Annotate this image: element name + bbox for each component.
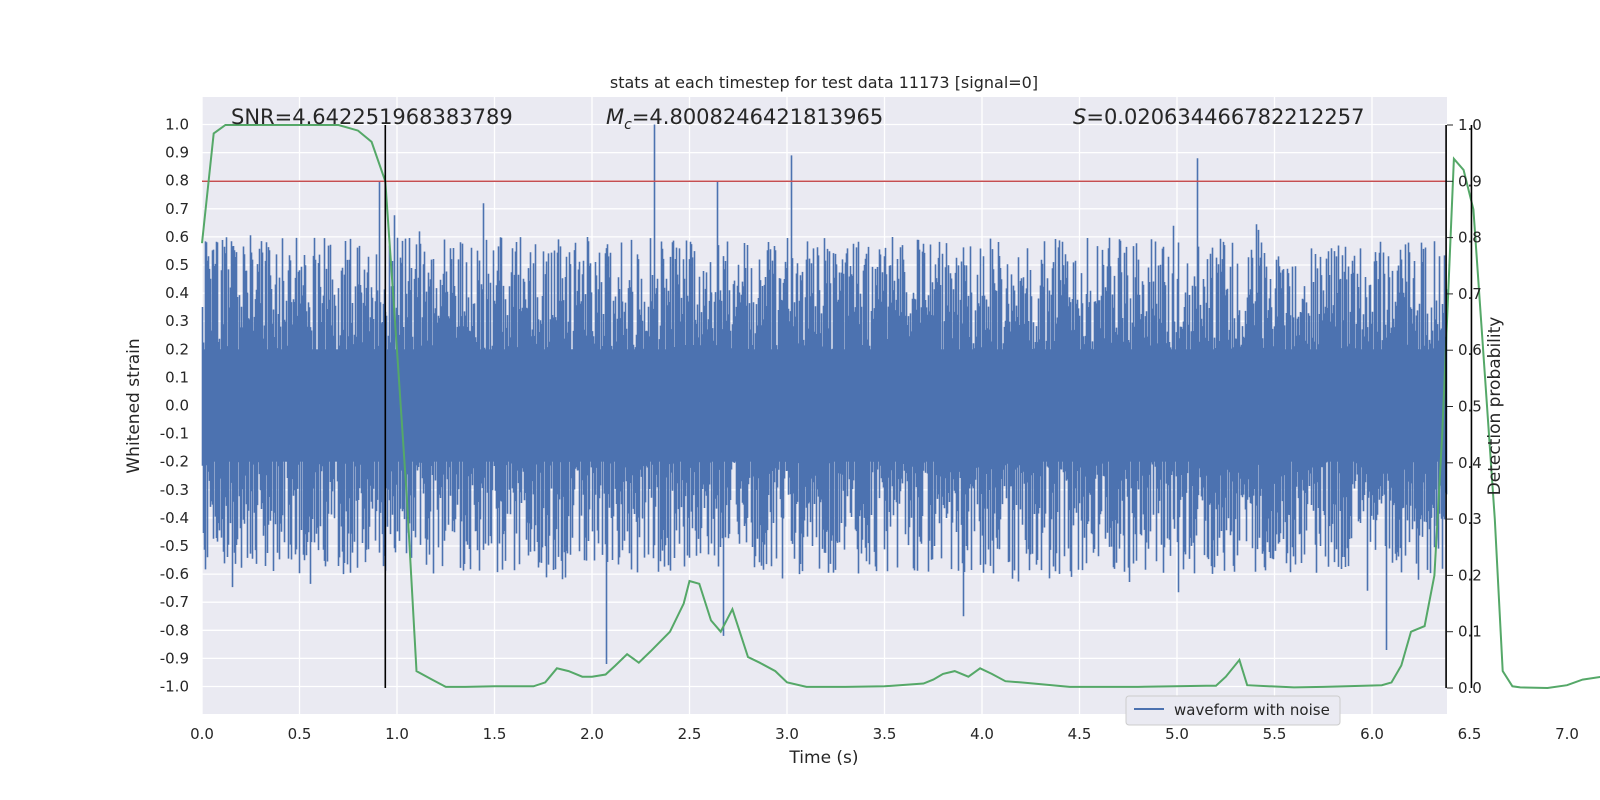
mc-value: =4.8008246421813965 [632,105,883,129]
legend-label: waveform with noise [1174,701,1330,719]
y-tick-label: 0.3 [165,312,189,330]
y-tick-label: 0.2 [165,340,189,358]
mc-subscript: c [624,117,632,133]
chart-title: stats at each timestep for test data 111… [610,73,1038,92]
event-markers [384,125,1473,688]
y2-tick-label: 0.9 [1458,172,1482,190]
x-tick-label: 5.0 [1165,725,1189,743]
x-tick-label: 2.5 [678,725,702,743]
y2-tick-label: 0.2 [1458,566,1482,584]
x-tick-label: 0.0 [190,725,214,743]
y-tick-label: -0.6 [160,565,189,583]
y-tick-label: -0.7 [160,593,189,611]
y-tick-label: 0.4 [165,284,189,302]
y-tick-label: -0.4 [160,509,189,527]
mc-symbol: M [606,105,624,129]
y2-tick-label: 0.0 [1458,679,1482,697]
y2-axis-label: Detection probability [1485,317,1505,496]
x-tick-label: 6.0 [1360,725,1384,743]
x-axis-ticks: 0.0 0.5 1.0 1.5 2.0 2.5 3.0 3.5 4.0 4.5 5.0 5.5 6.0 6… [190,725,1579,743]
y-tick-label: 0.6 [165,228,189,246]
y-tick-label: 0.1 [165,368,189,386]
x-tick-label: 4.0 [970,725,994,743]
y-axis-label: Whitened strain [124,338,144,473]
y2-tick-label: 0.7 [1458,285,1482,303]
y-tick-label: 0.8 [165,172,189,190]
waveform-series [201,124,1448,664]
x-tick-label: 7.0 [1555,725,1579,743]
x-tick-label: 2.0 [580,725,604,743]
y2-tick-label: 0.4 [1458,454,1482,472]
y-tick-label: 0.5 [165,256,189,274]
snr-annotation: SNR=4.642251968383789 [231,105,513,129]
y2-tick-label: 0.6 [1458,341,1482,359]
s-annotation: S=0.020634466782212257 [1073,105,1364,129]
y2-tick-label: 0.1 [1458,623,1482,641]
y-tick-label: -0.2 [160,453,189,471]
y2-tick-label: 0.8 [1458,229,1482,247]
x-axis-label: Time (s) [788,748,858,768]
x-tick-label: 5.5 [1263,725,1287,743]
y2-tick-label: 0.5 [1458,398,1482,416]
y-tick-label: 1.0 [165,116,189,134]
x-tick-label: 3.5 [873,725,897,743]
y2-tick-label: 0.3 [1458,510,1482,528]
s-symbol: S [1073,105,1086,129]
y-tick-label: 0.9 [165,144,189,162]
y-tick-label: 0.7 [165,200,189,218]
probability-series [201,124,1600,690]
s-value: =0.020634466782212257 [1086,105,1364,129]
x-tick-label: 0.5 [288,725,312,743]
y-tick-label: -0.9 [160,649,189,667]
y-tick-label: 0.0 [165,397,189,415]
x-tick-label: 3.0 [775,725,799,743]
x-tick-label: 4.5 [1068,725,1092,743]
legend-box [1125,695,1341,726]
y-tick-label: -0.5 [160,537,189,555]
y-tick-label: -0.1 [160,425,189,443]
legend: waveform with noise [1125,695,1341,726]
y-tick-label: -0.8 [160,621,189,639]
x-tick-label: 1.5 [483,725,507,743]
y2-tick-label: 1.0 [1458,116,1482,134]
y-axis-ticks: 1.0 0.9 0.8 0.7 0.6 0.5 0.4 0.3 0.2 0.1 0.0 -0.1 -0.… [160,116,189,696]
x-tick-label: 6.5 [1458,725,1482,743]
y-tick-label: -1.0 [160,678,189,696]
x-tick-label: 1.0 [385,725,409,743]
y-tick-label: -0.3 [160,481,189,499]
y2-axis-ticks: 1.0 0.9 0.8 0.7 0.6 0.5 0.4 0.3 0.2 0.1 0.0 [1447,116,1482,697]
probability-line [201,124,1600,690]
chirp-mass-annotation: Mc=4.8008246421813965 [606,105,883,133]
waveform-core [202,349,1447,462]
